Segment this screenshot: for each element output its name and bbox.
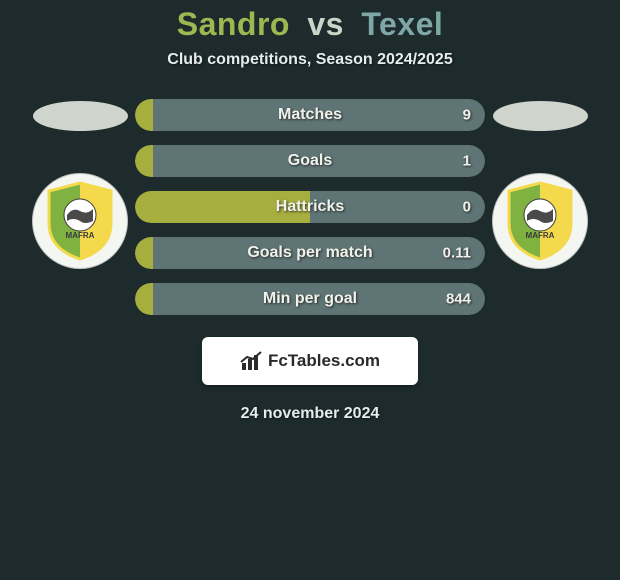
brand-text: FcTables.com: [268, 351, 380, 371]
stats-column: Matches 9 Goals 1 Hattricks 0 Goals per match 0…: [135, 99, 485, 315]
right-column: MAFRA: [485, 99, 595, 269]
shield-icon: MAFRA: [45, 181, 115, 261]
left-column: MAFRA: [25, 99, 135, 269]
player1-crest: MAFRA: [32, 173, 128, 269]
stat-value-right: 1: [463, 153, 471, 170]
stat-bar: Min per goal 844: [135, 283, 485, 315]
bar-chart-icon: [240, 350, 264, 372]
stat-label: Matches: [278, 106, 342, 124]
svg-text:MAFRA: MAFRA: [66, 231, 95, 240]
stat-fill-left: [135, 145, 153, 177]
stat-value-right: 9: [463, 107, 471, 124]
date-line: 24 november 2024: [241, 405, 380, 423]
stat-fill-left: [135, 283, 153, 315]
stat-value-right: 0.11: [443, 245, 471, 262]
svg-text:MAFRA: MAFRA: [526, 231, 555, 240]
stat-value-right: 844: [446, 291, 471, 308]
stat-bar: Goals 1: [135, 145, 485, 177]
stat-fill-left: [135, 99, 153, 131]
shield-icon: MAFRA: [505, 181, 575, 261]
page-title: Sandro vs Texel: [177, 6, 444, 43]
brand-badge: FcTables.com: [202, 337, 418, 385]
stat-fill-left: [135, 237, 153, 269]
stat-bar: Hattricks 0: [135, 191, 485, 223]
subtitle: Club competitions, Season 2024/2025: [167, 51, 452, 69]
player2-oval: [493, 101, 588, 131]
title-vs: vs: [307, 6, 344, 42]
comparison-infographic: Sandro vs Texel Club competitions, Seaso…: [0, 0, 620, 580]
stat-label: Min per goal: [263, 290, 357, 308]
stat-bar: Goals per match 0.11: [135, 237, 485, 269]
comparison-body: MAFRA Matches 9 Goals 1 Hattricks 0 Goals per …: [0, 99, 620, 315]
title-player2: Texel: [361, 6, 443, 42]
stat-label: Goals per match: [247, 244, 372, 262]
player1-oval: [33, 101, 128, 131]
title-player1: Sandro: [177, 6, 290, 42]
stat-bar: Matches 9: [135, 99, 485, 131]
stat-value-right: 0: [463, 199, 471, 216]
player2-crest: MAFRA: [492, 173, 588, 269]
stat-label: Hattricks: [276, 198, 344, 216]
stat-label: Goals: [288, 152, 332, 170]
